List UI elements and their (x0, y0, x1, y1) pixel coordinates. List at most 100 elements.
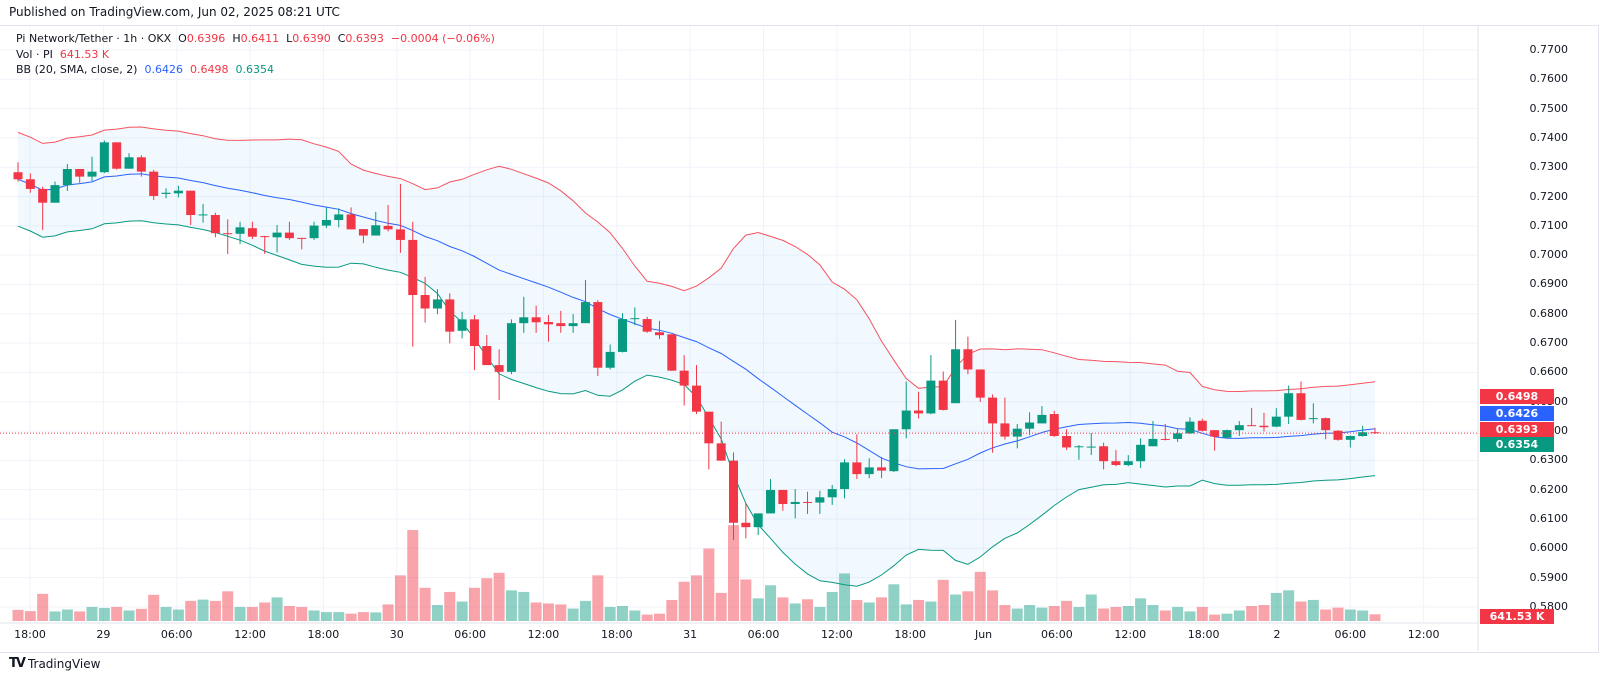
candle-body (1062, 436, 1072, 448)
candle (1074, 445, 1084, 460)
volume-value: 641.53 K (59, 47, 110, 61)
candle-body (519, 317, 529, 324)
x-tick-label: 18:00 (14, 628, 46, 641)
volume-bar (505, 590, 517, 621)
volume-bar (222, 591, 234, 621)
volume-bar (1184, 611, 1196, 621)
candle-body (729, 460, 739, 523)
volume-bar (789, 603, 801, 621)
volume-bar (296, 606, 308, 621)
symbol-title[interactable]: Pi Network/Tether · 1h · OKX (16, 32, 172, 45)
volume-bar (135, 608, 147, 621)
candle-body (963, 349, 973, 370)
last-price-label: 0.6393 (1480, 422, 1554, 437)
candle-body (432, 299, 442, 309)
candle-body (469, 319, 479, 347)
volume-bar (839, 573, 851, 621)
candle-body (1345, 436, 1355, 440)
volume-bar (703, 548, 715, 621)
candle (1062, 429, 1072, 451)
candle-body (25, 179, 35, 189)
y-tick-label: 0.7200 (1529, 189, 1569, 203)
candle-body (543, 321, 553, 325)
volume-bar (1196, 606, 1208, 621)
volume-bar (37, 593, 49, 621)
candle (840, 459, 850, 499)
volume-bar (1073, 606, 1085, 621)
candle (395, 183, 405, 253)
legend-symbol-row: Pi Network/Tether · 1h · OKX O0.6396 H0.… (16, 31, 495, 47)
candle (692, 365, 701, 415)
y-tick-label: 0.6700 (1529, 336, 1569, 350)
candle-body (1234, 425, 1244, 431)
candle-body (605, 351, 615, 368)
y-tick-label: 0.7100 (1529, 218, 1569, 232)
volume-bar (148, 594, 160, 621)
candle-body (358, 229, 368, 236)
candle (1222, 429, 1232, 439)
legend-volume-row[interactable]: Vol · PI 641.53 K (16, 47, 495, 63)
candle-body (309, 225, 319, 239)
high-label: H (232, 32, 241, 45)
volume-bar (61, 609, 73, 621)
candle (1271, 408, 1281, 428)
candle (803, 491, 813, 514)
volume-bar (320, 612, 332, 621)
x-tick-label: 31 (683, 628, 698, 641)
candle-body (1123, 461, 1133, 466)
candle (161, 188, 171, 199)
volume-bar (1270, 592, 1282, 621)
candle (716, 421, 726, 461)
volume-bar (913, 599, 925, 621)
candle-body (704, 411, 714, 444)
candle (667, 334, 677, 371)
volume-bar (1283, 590, 1295, 621)
volume-bar (468, 587, 480, 621)
tradingview-brand[interactable]: 𝗧𝗩 TradingView (9, 656, 100, 671)
candle-body (716, 443, 726, 461)
candle (38, 186, 48, 230)
candle (124, 153, 134, 169)
volume-bar (530, 602, 542, 621)
x-tick-label: 12:00 (234, 628, 266, 641)
candle (235, 221, 245, 245)
volume-bar (629, 610, 641, 621)
candle (889, 429, 899, 473)
volume-bar (86, 606, 98, 621)
bollinger-bands (17, 126, 1376, 587)
volume-bar (283, 605, 295, 621)
candle (630, 307, 640, 326)
y-tick-label: 0.6200 (1529, 482, 1569, 496)
candle (704, 411, 714, 470)
candle-body (1160, 438, 1170, 440)
candle-body (1222, 430, 1232, 438)
volume-bar (715, 592, 727, 621)
candle-body (62, 168, 72, 186)
x-tick-label: 12:00 (1114, 628, 1147, 641)
volume-bar (1036, 607, 1048, 621)
bb-mid-price-label: 0.6426 (1480, 406, 1554, 421)
candle-body (654, 332, 664, 336)
candle (1358, 425, 1368, 437)
volume-bar (1233, 610, 1245, 621)
candle (87, 156, 97, 182)
volume-bar (382, 604, 394, 621)
x-tick-label: 2 (1273, 628, 1281, 641)
volume-bar (1209, 614, 1221, 621)
candle (408, 221, 418, 347)
legend-bb-row[interactable]: BB (20, SMA, close, 2) 0.6426 0.6498 0.6… (16, 62, 495, 78)
candle (62, 164, 72, 191)
close-label: C (337, 32, 346, 45)
tradingview-logo-icon: 𝗧𝗩 (9, 656, 26, 671)
volume-bar (1295, 601, 1307, 621)
candle (445, 293, 455, 344)
x-tick-label: 12:00 (527, 628, 560, 641)
y-tick-label: 0.7400 (1529, 130, 1569, 144)
volume-bar (1307, 599, 1319, 621)
volume-bar (98, 607, 110, 621)
volume-bar (481, 578, 493, 621)
chart-frame (0, 25, 1599, 653)
candle (901, 381, 911, 439)
candle (247, 221, 257, 240)
